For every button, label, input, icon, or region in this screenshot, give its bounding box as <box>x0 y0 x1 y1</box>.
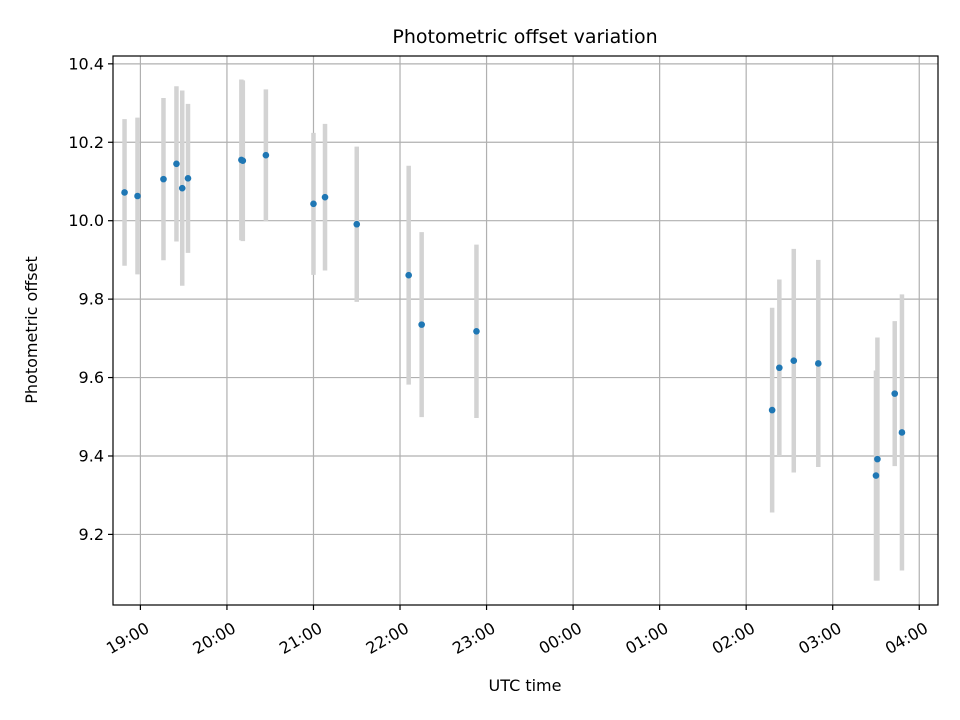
data-point <box>872 472 880 479</box>
data-point <box>768 406 776 414</box>
data-point <box>121 189 128 196</box>
data-point <box>353 220 361 228</box>
data-points <box>121 151 906 479</box>
data-point <box>418 321 425 328</box>
y-tick-label: 9.6 <box>79 368 104 387</box>
x-axis-label: UTC time <box>489 676 562 695</box>
grid-lines <box>113 56 938 605</box>
data-point <box>473 327 480 335</box>
y-axis-label: Photometric offset <box>22 256 41 404</box>
chart-title: Photometric offset variation <box>392 26 657 48</box>
data-point <box>891 390 899 397</box>
y-tick-label: 9.8 <box>79 290 104 309</box>
data-point <box>160 175 167 183</box>
data-point <box>239 157 247 165</box>
plot-frame <box>112 55 939 606</box>
data-point <box>173 160 180 168</box>
y-axis-ticks: 9.2 9.4 9.6 9.8 10.0 10.2 10.4 <box>68 54 113 544</box>
data-point <box>310 200 317 208</box>
data-point <box>321 193 329 201</box>
data-point <box>262 151 270 159</box>
data-point <box>814 360 822 367</box>
data-point <box>790 357 798 364</box>
data-point <box>776 364 783 372</box>
y-tick-label: 10.4 <box>68 54 104 73</box>
data-point <box>874 455 881 463</box>
y-tick-label: 9.2 <box>79 525 104 544</box>
y-tick-label: 10.0 <box>68 211 104 230</box>
y-tick-label: 10.2 <box>68 133 104 152</box>
data-point <box>184 175 192 182</box>
data-point <box>178 184 186 192</box>
data-point <box>134 192 141 200</box>
data-point <box>405 271 412 279</box>
data-point <box>898 429 906 436</box>
y-tick-label: 9.4 <box>79 446 104 465</box>
